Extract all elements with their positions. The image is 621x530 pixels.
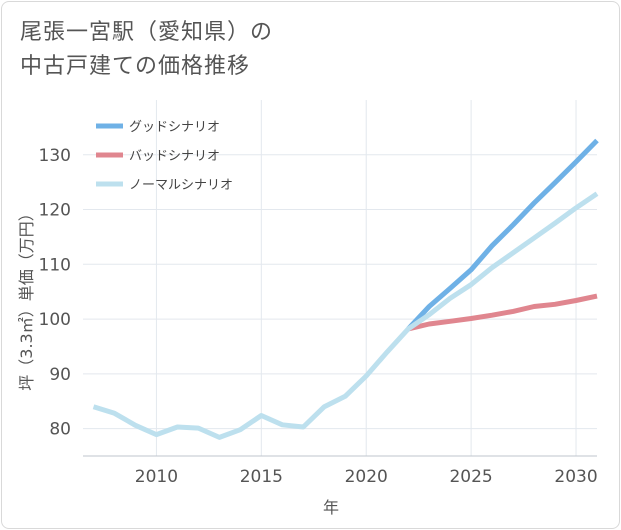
x-tick-label: 2030 (554, 467, 597, 487)
series-line-3 (92, 191, 599, 440)
tick-labels: 80 90 100 110 120 130 2010 2015 2020 2025 2030 (39, 146, 598, 487)
y-tick-label: 130 (39, 146, 71, 166)
x-tick-label: 2010 (135, 467, 178, 487)
series-line-2 (407, 293, 598, 332)
chart-title-line1: 尾張一宮駅（愛知県）の (20, 20, 274, 45)
x-tick-label: 2020 (345, 467, 388, 487)
legend-label: ノーマルシナリオ (129, 178, 233, 193)
y-tick-label: 80 (49, 420, 71, 440)
y-tick-label: 110 (39, 255, 71, 275)
y-tick-label: 90 (49, 365, 71, 385)
y-axis-label: 坪（3.3㎡）単価（万円） (17, 205, 36, 390)
series-layer (92, 138, 599, 440)
x-tick-label: 2025 (449, 467, 492, 487)
legend-label: グッドシナリオ (129, 120, 220, 135)
chart-title-line2: 中古戸建ての価格推移 (20, 54, 251, 79)
x-axis-label: 年 (323, 498, 339, 517)
y-tick-label: 100 (39, 310, 71, 330)
chart-title: 尾張一宮駅（愛知県）の 中古戸建ての価格推移 (20, 16, 273, 84)
y-tick-label: 120 (39, 201, 71, 221)
series-line-1 (406, 138, 599, 331)
legend-label: バッドシナリオ (129, 149, 220, 164)
x-tick-label: 2015 (240, 467, 283, 487)
